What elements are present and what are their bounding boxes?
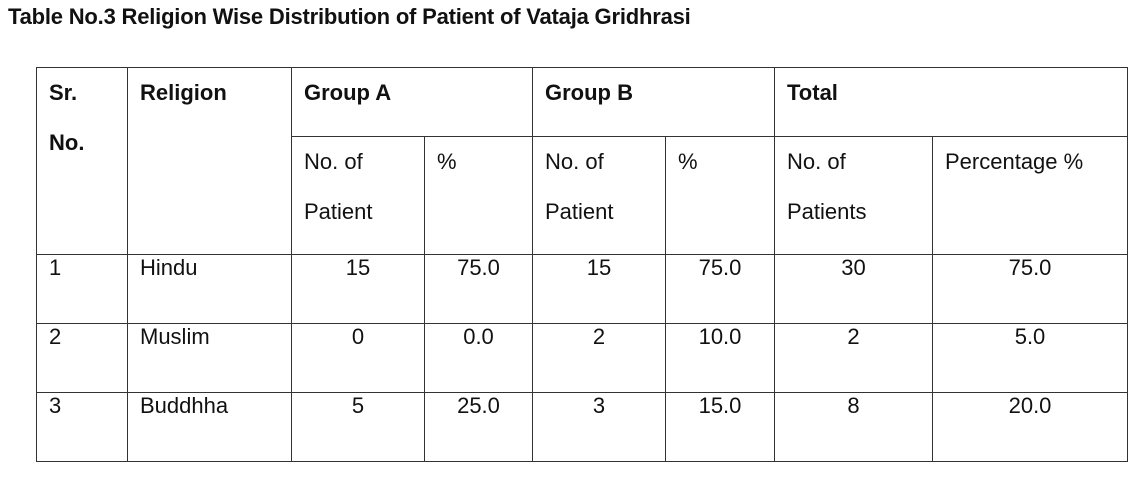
cell-t-no: 8 (774, 392, 933, 462)
header-religion-label: Religion (140, 80, 227, 105)
cell-sr: 1 (36, 254, 128, 324)
header-religion: Religion (127, 67, 292, 255)
header-group-a-label: Group A (304, 80, 392, 105)
header-row-2: No. of Patient % No. of Patient % No. of… (37, 136, 1129, 255)
cell-religion: Buddhha (127, 392, 292, 462)
cell-religion: Muslim (127, 323, 292, 393)
header-sr-no: Sr. No. (36, 67, 128, 255)
header-group-b-label: Group B (545, 80, 633, 105)
cell-t-pct: 75.0 (931, 254, 1129, 324)
cell-t-no: 2 (774, 323, 933, 393)
cell-a-no: 15 (291, 254, 425, 324)
header-total: Total (773, 67, 1129, 137)
cell-b-pct: 15.0 (665, 392, 775, 462)
header-total-label: Total (787, 80, 838, 105)
header-b-no: No. of Patient (532, 136, 666, 255)
table-row: 2 Muslim 0 0.0 2 10.0 2 5.0 (36, 323, 1129, 393)
header-a-pct: % (424, 136, 533, 255)
cell-b-pct: 10.0 (665, 323, 775, 393)
cell-t-pct: 20.0 (931, 392, 1129, 462)
header-sr-line1: Sr. (49, 80, 78, 105)
header-row-1: Sr. No. Religion Group A Group B Total (36, 67, 1129, 255)
cell-b-no: 15 (532, 254, 666, 324)
cell-b-no: 3 (532, 392, 666, 462)
header-b-pct: % (665, 136, 775, 255)
cell-b-pct: 75.0 (665, 254, 775, 324)
header-b-no-line1: No. of (545, 149, 604, 174)
religion-distribution-table: Sr. No. Religion Group A Group B Total N… (36, 67, 1129, 462)
header-a-pct-label: % (437, 149, 457, 174)
header-a-no-line2: Patient (304, 199, 373, 224)
cell-a-no: 5 (291, 392, 425, 462)
table-caption: Table No.3 Religion Wise Distribution of… (8, 4, 691, 29)
header-group-b: Group B (532, 67, 775, 137)
cell-t-pct: 5.0 (931, 323, 1129, 393)
cell-b-no: 2 (532, 323, 666, 393)
header-group-a: Group A (291, 67, 533, 137)
table-row: 3 Buddhha 5 25.0 3 15.0 8 20.0 (36, 392, 1129, 462)
cell-sr: 2 (36, 323, 128, 393)
header-t-pct: Percentage % (931, 136, 1129, 255)
header-a-no: No. of Patient (291, 136, 425, 255)
cell-a-pct: 0.0 (424, 323, 533, 393)
header-sr-line2: No. (49, 130, 85, 155)
cell-a-pct: 25.0 (424, 392, 533, 462)
header-t-no: No. of Patients (774, 136, 933, 255)
header-t-no-line1: No. of (787, 149, 846, 174)
header-b-pct-label: % (678, 149, 698, 174)
cell-a-pct: 75.0 (424, 254, 533, 324)
cell-religion: Hindu (127, 254, 292, 324)
header-t-pct-label: Percentage % (945, 149, 1084, 174)
cell-a-no: 0 (291, 323, 425, 393)
header-t-no-line2: Patients (787, 199, 867, 224)
cell-t-no: 30 (774, 254, 933, 324)
header-b-no-line2: Patient (545, 199, 614, 224)
table-row: 1 Hindu 15 75.0 15 75.0 30 75.0 (36, 254, 1129, 324)
cell-sr: 3 (36, 392, 128, 462)
header-a-no-line1: No. of (304, 149, 363, 174)
